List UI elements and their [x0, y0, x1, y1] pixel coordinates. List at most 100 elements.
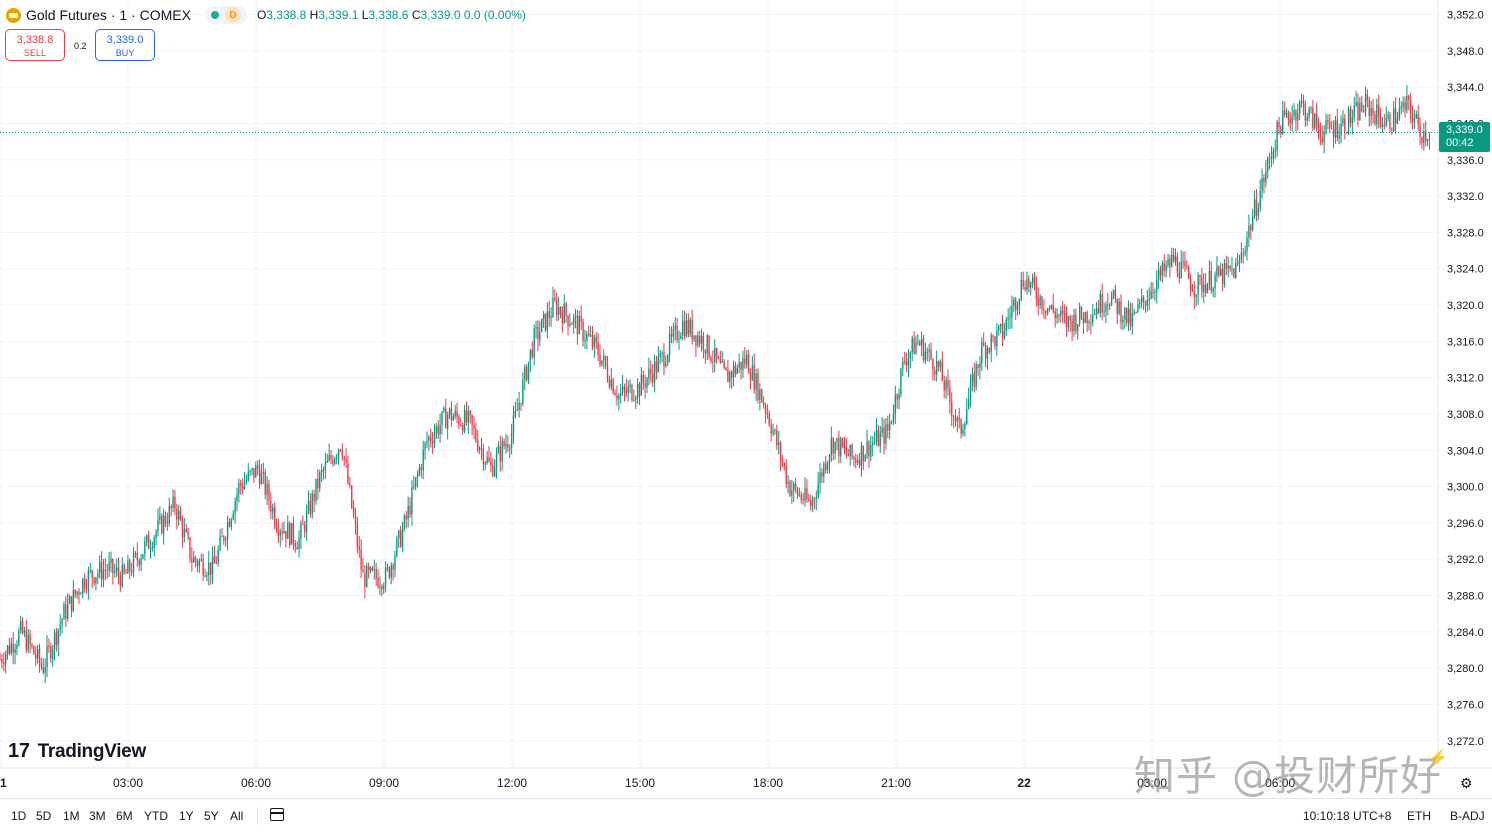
candle-body [548, 311, 550, 318]
candle-body [1261, 177, 1263, 192]
candle-body [738, 361, 740, 368]
candle-body [290, 523, 293, 545]
candle-body [1206, 283, 1209, 294]
candle-body [1, 659, 3, 663]
candle-body [91, 570, 93, 578]
range-3m[interactable]: 3M [89, 809, 106, 823]
candle-body [262, 472, 265, 474]
candle-body [72, 589, 75, 611]
candle-body [420, 467, 423, 471]
candle-body [240, 482, 242, 486]
candle-body [1359, 102, 1361, 121]
candle-body [1364, 94, 1367, 112]
candle-body [1255, 199, 1258, 216]
candle-body [273, 507, 276, 525]
session-toggle[interactable]: ETH [1407, 809, 1431, 823]
candle-body [700, 335, 703, 344]
candle-body [542, 313, 545, 319]
candle-body [1020, 279, 1023, 299]
candle-body [768, 414, 770, 425]
candle-body [554, 298, 556, 300]
candle-body [1048, 308, 1051, 310]
settings-gear-icon[interactable]: ⚙ [1460, 775, 1473, 791]
candle-body [505, 444, 507, 447]
candle-body [48, 645, 50, 647]
candle-body [1291, 115, 1293, 124]
candle-body [166, 523, 169, 525]
candle-body [565, 303, 567, 316]
candle-body [557, 307, 560, 316]
candle-body [97, 573, 99, 578]
candle-body [879, 432, 881, 446]
buy-button[interactable]: 3,339.0 BUY [95, 29, 155, 61]
range-5y[interactable]: 5Y [204, 809, 219, 823]
range-6m[interactable]: 6M [116, 809, 133, 823]
candle-body [924, 352, 927, 361]
tradingview-logo[interactable]: 17 TradingView [8, 740, 146, 763]
candle-body [1361, 102, 1363, 112]
symbol-title[interactable]: Gold Futures · 1 · COMEX [26, 7, 191, 23]
candle-body [527, 361, 530, 381]
candle-body [539, 332, 541, 340]
candle-body [856, 460, 859, 463]
candle-body [682, 320, 684, 336]
candle-body [1129, 308, 1132, 327]
candle-body [1203, 284, 1205, 292]
candle-body [802, 499, 804, 501]
candle-body [102, 569, 105, 580]
candle-body [851, 444, 853, 458]
market-status[interactable]: D [204, 6, 247, 24]
candle-body [1050, 305, 1053, 309]
adjustment-toggle[interactable]: B-ADJ [1450, 809, 1485, 823]
candle-body [322, 469, 325, 471]
range-5d[interactable]: 5D [36, 809, 52, 823]
candle-body [926, 351, 928, 353]
candle-body [264, 472, 266, 495]
candle-body [815, 497, 818, 499]
candle-body [877, 429, 880, 446]
range-all[interactable]: All [230, 809, 244, 823]
candle-body [1013, 299, 1015, 307]
range-1m[interactable]: 1M [63, 809, 80, 823]
candle-body [783, 463, 786, 467]
candle-body [661, 352, 663, 354]
candle-body [1231, 268, 1233, 270]
sell-button[interactable]: 3,338.8 SELL [5, 29, 65, 61]
candle-body [1195, 294, 1197, 298]
range-1d[interactable]: 1D [11, 809, 27, 823]
candle-body [593, 336, 596, 347]
candle-body [146, 535, 148, 542]
candle-body [1283, 110, 1286, 115]
candle-body [663, 352, 665, 367]
candle-body [875, 429, 878, 442]
candle-body [885, 424, 887, 444]
candle-body [168, 505, 170, 524]
range-ytd[interactable]: YTD [144, 809, 168, 823]
candle-body [183, 528, 186, 538]
candle-body [888, 422, 891, 431]
candle-body [10, 643, 12, 654]
candle-body [1107, 304, 1109, 306]
candle-body [59, 624, 61, 630]
candle-body [18, 630, 20, 645]
candle-body [941, 361, 944, 381]
tradingview-logo-icon: 17 [8, 740, 30, 762]
candle-body [1159, 269, 1162, 276]
candle-body [414, 477, 417, 487]
candle-body [994, 336, 996, 347]
candle-body [117, 567, 120, 576]
candle-body [676, 325, 678, 341]
clock-time[interactable]: 10:10:18 UTC+8 [1303, 809, 1392, 823]
candle-body [571, 324, 573, 326]
candle-body [185, 528, 187, 533]
candle-body [841, 438, 844, 447]
go-to-date-calendar-icon[interactable] [270, 808, 284, 821]
candle-body [1118, 301, 1120, 314]
candle-body [503, 441, 505, 447]
range-1y[interactable]: 1Y [179, 809, 194, 823]
x-tick-label: 21:00 [881, 776, 911, 790]
candle-body [288, 523, 291, 545]
candle-body [1353, 105, 1355, 118]
candle-body [439, 424, 441, 435]
